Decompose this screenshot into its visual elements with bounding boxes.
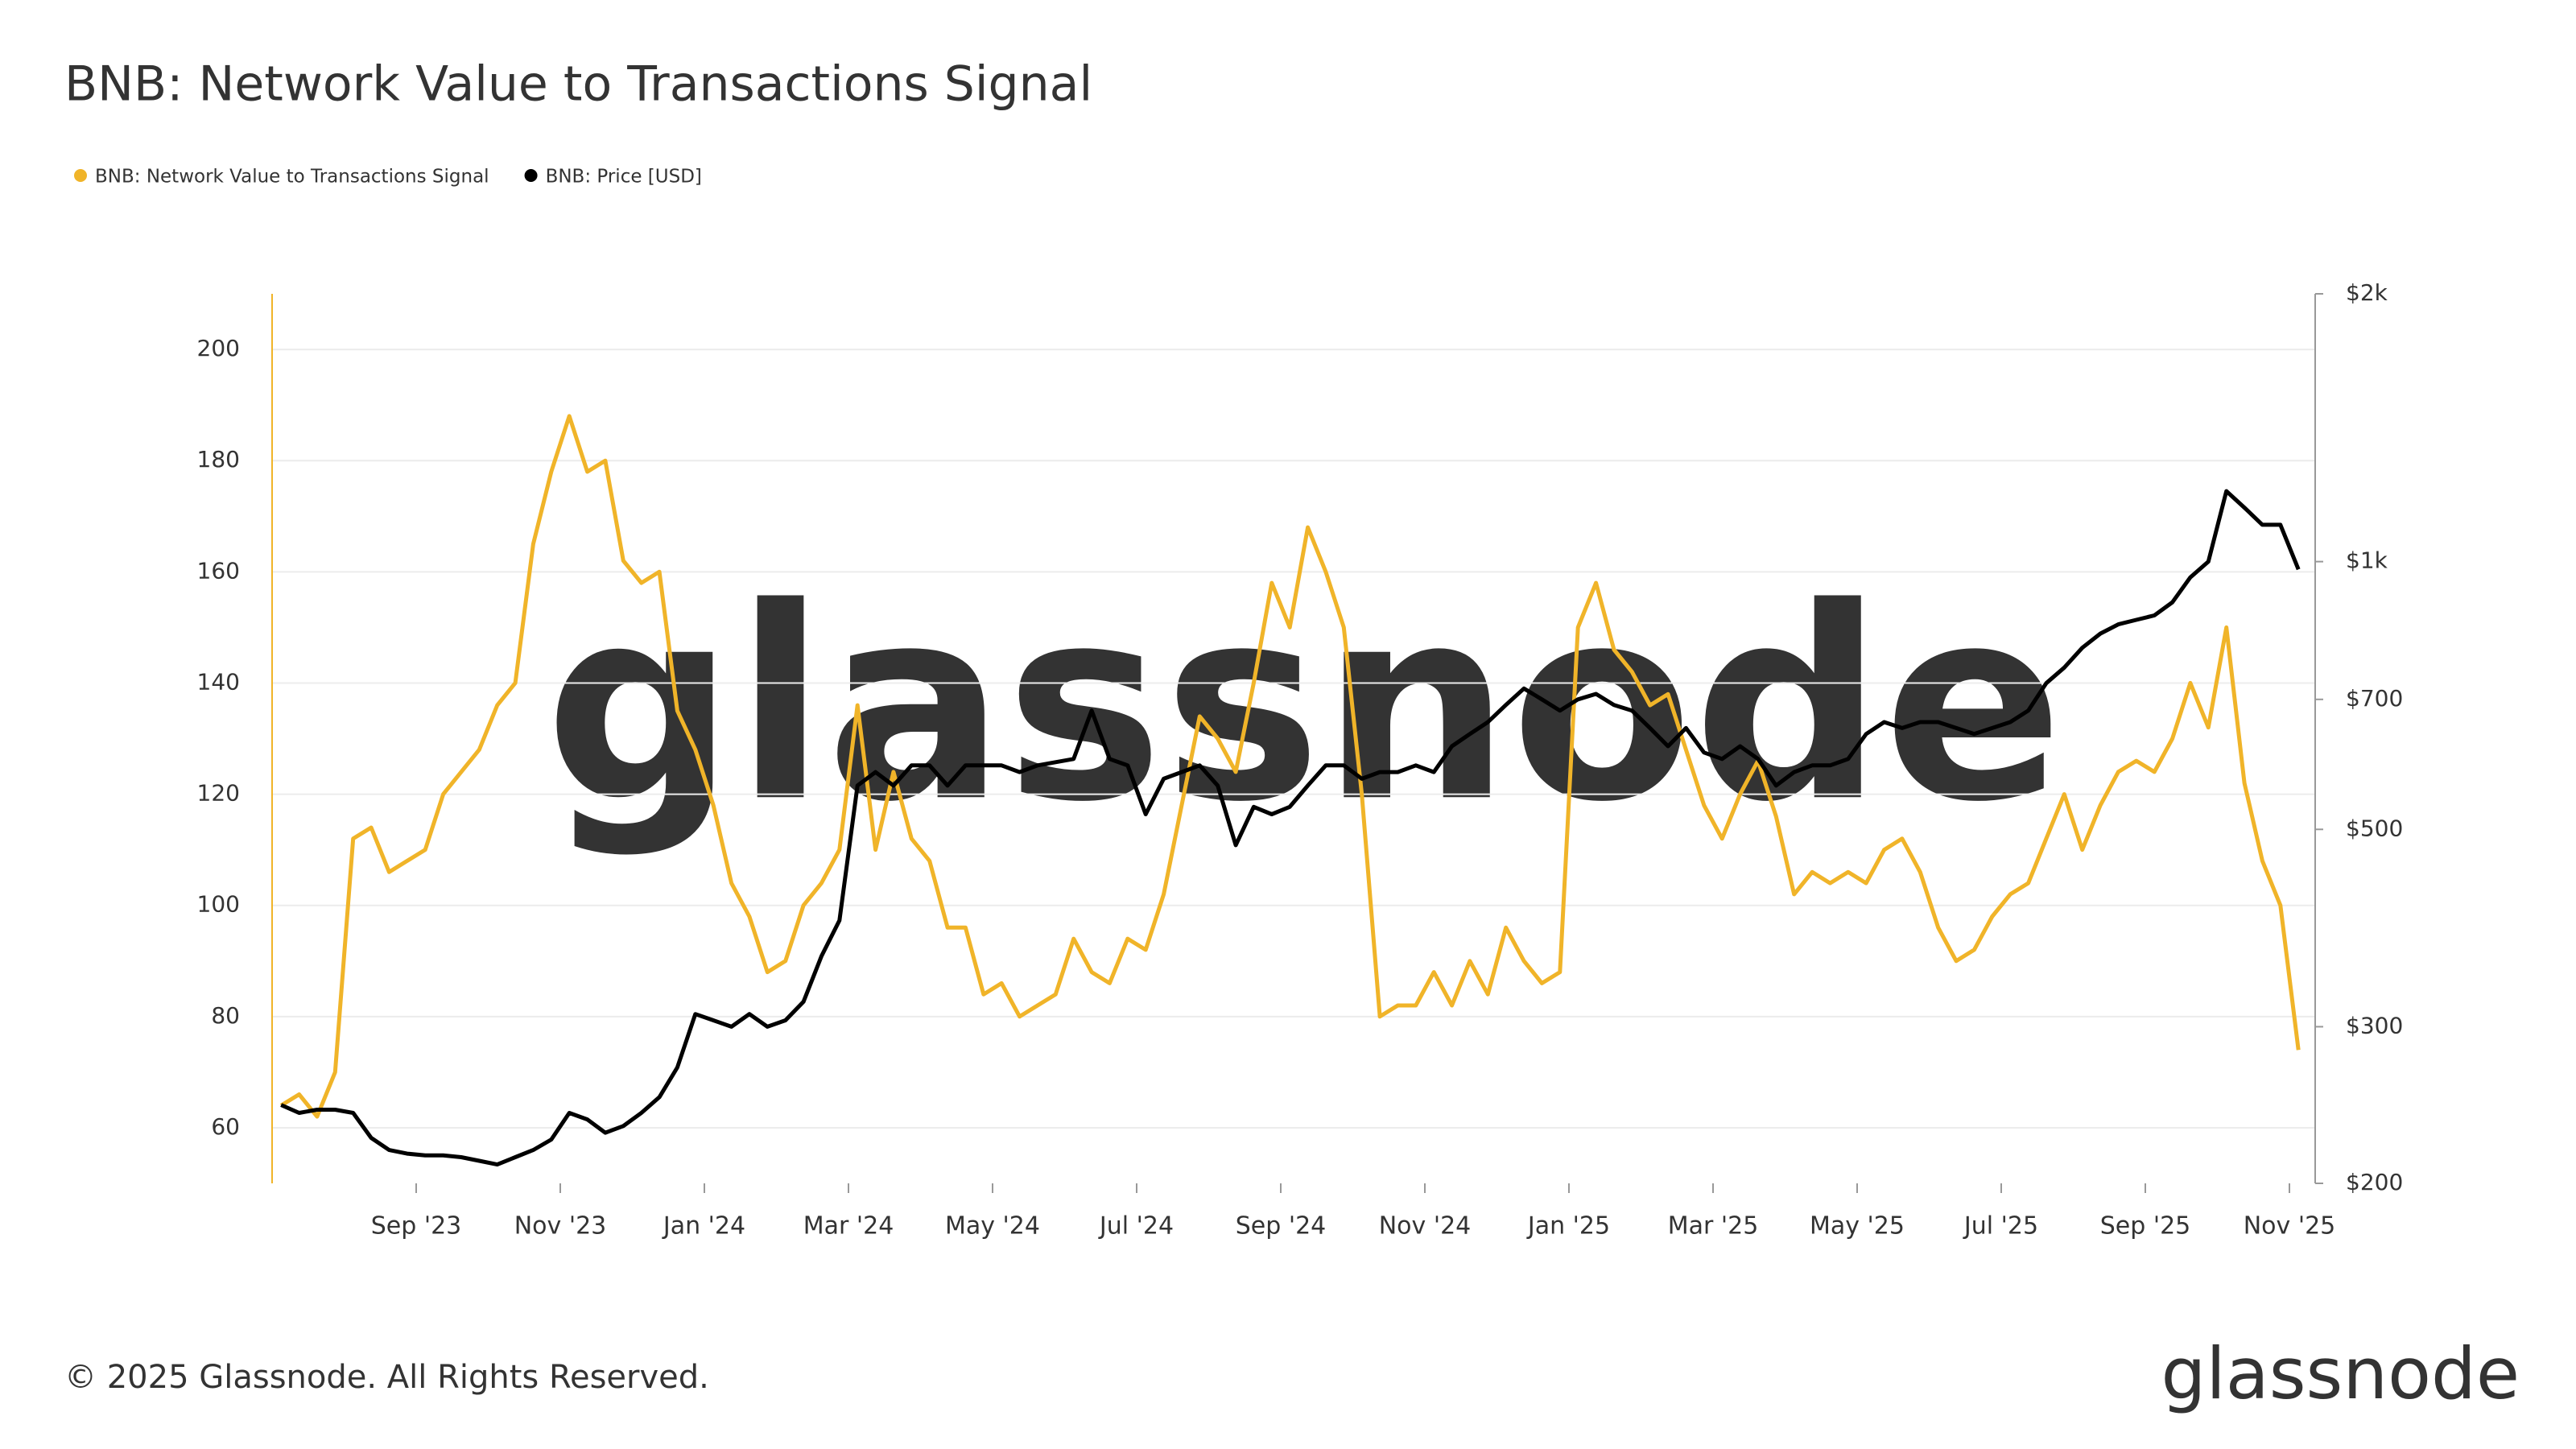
y-tick-label: 200 [197, 335, 240, 361]
y-tick-label: 180 [197, 446, 240, 473]
x-tick-label: Jan '24 [662, 1212, 745, 1241]
y2-tick-label: $1k [2346, 547, 2388, 574]
y2-tick-label: $200 [2346, 1169, 2403, 1195]
footer: © 2025 Glassnode. All Rights Reserved. [64, 1359, 709, 1396]
series-line [280, 489, 2301, 1167]
x-tick-label: Nov '24 [1379, 1212, 1472, 1241]
x-tick-label: Sep '23 [371, 1212, 462, 1241]
y2-tick-label: $2k [2346, 279, 2388, 306]
x-tick-label: Sep '24 [1236, 1212, 1327, 1241]
legend-label: BNB: Price [USD] [546, 167, 702, 188]
y-tick-label: 160 [197, 557, 240, 584]
plot: 60 80 100 120 140 160 180 200 $200 $300 $500 $700 $1… [197, 279, 2404, 1241]
y-tick-label: 100 [197, 891, 240, 918]
logo: glassnode [2161, 1332, 2520, 1415]
y-tick-label: 140 [197, 668, 240, 695]
y-tick-label: 60 [211, 1113, 240, 1140]
x-tick-label: Sep '25 [2100, 1212, 2191, 1241]
x-tick-label: Mar '24 [803, 1212, 894, 1241]
y2-tick-label: $300 [2346, 1012, 2403, 1038]
watermark: glassnode [545, 551, 2064, 860]
x-tick-label: Jul '25 [1963, 1212, 2038, 1241]
y2-tick-label: $500 [2346, 815, 2403, 841]
y2-tick-label: $700 [2346, 685, 2403, 712]
chart-title: BNB: Network Value to Transactions Signa… [64, 56, 1092, 113]
legend-marker [524, 169, 538, 182]
y-tick-label: 80 [211, 1002, 240, 1029]
x-tick-label: Mar '25 [1668, 1212, 1759, 1241]
legend-marker [74, 169, 87, 182]
x-tick-label: May '25 [1810, 1212, 1905, 1241]
x-tick-label: Jul '24 [1098, 1212, 1174, 1241]
x-tick-label: May '24 [945, 1212, 1040, 1241]
y-tick-label: 120 [197, 780, 240, 807]
series-line [279, 414, 2301, 1119]
x-tick-label: Nov '23 [514, 1212, 607, 1241]
legend-label: BNB: Network Value to Transactions Signa… [95, 167, 489, 188]
x-tick-label: Jan '25 [1526, 1212, 1610, 1241]
x-tick-label: Nov '25 [2244, 1212, 2336, 1241]
